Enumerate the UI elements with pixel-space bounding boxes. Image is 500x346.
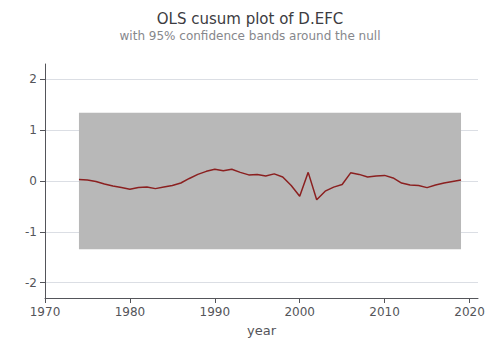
svg-text:year: year (247, 323, 277, 338)
svg-text:1970: 1970 (30, 305, 61, 319)
svg-text:OLS cusum plot of D.EFC: OLS cusum plot of D.EFC (157, 10, 344, 28)
svg-text:-2: -2 (25, 276, 37, 290)
svg-text:2010: 2010 (369, 305, 400, 319)
svg-text:1980: 1980 (115, 305, 146, 319)
svg-text:0: 0 (29, 174, 37, 188)
svg-text:2020: 2020 (454, 305, 485, 319)
svg-text:with 95% confidence bands arou: with 95% confidence bands around the nul… (120, 29, 381, 43)
svg-text:2000: 2000 (284, 305, 315, 319)
svg-text:-1: -1 (25, 225, 37, 239)
svg-text:1: 1 (29, 123, 37, 137)
svg-text:2: 2 (29, 72, 37, 86)
svg-text:1990: 1990 (200, 305, 231, 319)
